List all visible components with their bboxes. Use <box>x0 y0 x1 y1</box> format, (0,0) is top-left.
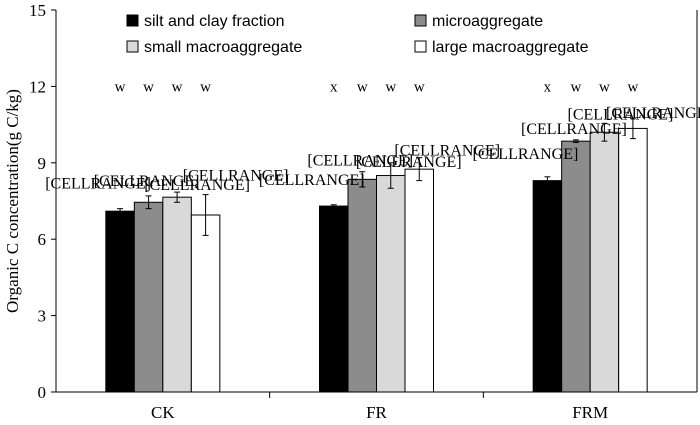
legend-label: small macroaggregate <box>144 39 302 56</box>
y-tick-label: 6 <box>38 230 47 249</box>
bar <box>404 168 434 393</box>
legend-swatch <box>414 40 427 53</box>
bar <box>347 178 377 393</box>
data-label: [CELLRANGE] <box>259 172 365 189</box>
data-label: [CELLRANGE] <box>394 143 500 160</box>
data-label: [CELLRANGE] <box>45 176 151 193</box>
legend-label: microaggregate <box>432 13 543 30</box>
y-tick-label: 15 <box>29 1 46 20</box>
bar <box>162 196 192 393</box>
data-label: [CELLRANGE] <box>94 173 200 190</box>
legend-label: silt and clay fraction <box>144 13 285 30</box>
bar <box>532 180 563 393</box>
significance-letter: w <box>599 79 610 95</box>
bar <box>618 127 648 393</box>
data-label: [CELLRANGE] <box>144 177 250 194</box>
legend-swatch <box>126 14 139 27</box>
significance-letter: w <box>357 79 368 95</box>
legend-swatch <box>414 14 427 27</box>
x-tick-label: FRM <box>572 403 608 422</box>
significance-letter: w <box>385 79 396 95</box>
bar <box>319 205 349 393</box>
y-axis-title: Organic C concentration(g C/kg) <box>3 89 22 313</box>
data-label: [CELLRANGE] <box>307 153 413 170</box>
y-tick-label: 9 <box>38 154 47 173</box>
significance-letter: w <box>200 79 211 95</box>
bar <box>561 140 591 393</box>
significance-letter: w <box>570 79 581 95</box>
bar <box>133 201 164 393</box>
y-tick-label: 12 <box>29 77 46 96</box>
data-labels: [CELLRANGE][CELLRANGE][CELLRANGE][CELLRA… <box>45 105 700 194</box>
bar <box>105 210 135 393</box>
significance-letter: x <box>330 79 338 95</box>
significance-letter: x <box>544 79 552 95</box>
significance-letter: w <box>143 79 154 95</box>
legend-swatch <box>126 40 139 53</box>
bars <box>105 127 648 393</box>
legend-label: large macroaggregate <box>432 39 589 56</box>
y-tick-label: 0 <box>38 383 47 402</box>
data-label: [CELLRANGE] <box>606 105 700 122</box>
significance-letter: w <box>115 79 126 95</box>
bar <box>589 131 620 393</box>
data-label: [CELLRANGE] <box>473 146 579 163</box>
x-tick-label: FR <box>366 403 387 422</box>
data-label: [CELLRANGE] <box>183 168 289 185</box>
bar <box>190 214 221 393</box>
data-label: [CELLRANGE] <box>356 154 462 171</box>
x-tick-label: CK <box>151 403 175 422</box>
significance-letter: w <box>627 79 638 95</box>
bar <box>376 175 406 393</box>
data-label: [CELLRANGE] <box>521 121 627 138</box>
legend: silt and clay fraction microaggregate smal… <box>126 13 589 56</box>
significance-letter: w <box>414 79 425 95</box>
data-label: [CELLRANGE] <box>568 106 674 123</box>
error-bars <box>117 117 636 236</box>
significance-letter: w <box>172 79 183 95</box>
y-tick-label: 3 <box>38 307 47 326</box>
